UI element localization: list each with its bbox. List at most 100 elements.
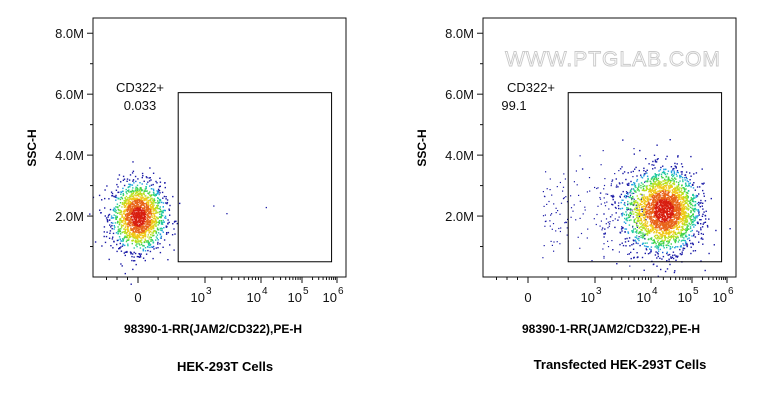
event-dot xyxy=(681,234,684,236)
event-dot xyxy=(667,212,669,215)
event-dot xyxy=(138,243,140,245)
event-dot xyxy=(130,210,132,213)
event-dot xyxy=(131,202,134,204)
event-dot xyxy=(667,207,669,210)
event-dot xyxy=(651,176,654,178)
event-dot xyxy=(623,171,626,173)
event-dot xyxy=(680,218,682,220)
event-dot xyxy=(619,183,621,185)
event-dot xyxy=(131,189,134,191)
event-dot xyxy=(614,206,616,208)
event-dot xyxy=(639,193,642,195)
event-dot xyxy=(137,207,139,209)
event-dot xyxy=(668,186,670,188)
event-dot xyxy=(144,221,147,223)
event-dot xyxy=(138,212,140,214)
event-dot xyxy=(147,205,149,207)
event-dot xyxy=(143,180,145,182)
event-dot xyxy=(144,213,146,215)
event-dot xyxy=(142,223,144,225)
event-dot xyxy=(665,211,667,213)
event-dot xyxy=(139,253,141,255)
event-dot xyxy=(144,218,147,220)
gate-rectangle[interactable] xyxy=(567,92,723,263)
event-dot xyxy=(675,192,677,194)
event-dot xyxy=(639,213,641,215)
x-tick-label: 10 xyxy=(191,290,205,305)
event-dot xyxy=(655,213,658,215)
event-dot xyxy=(682,239,685,241)
event-dot xyxy=(653,221,655,224)
event-dot xyxy=(644,203,646,205)
event-dot xyxy=(646,172,648,174)
event-dot xyxy=(126,216,128,219)
event-dot xyxy=(670,227,672,229)
event-dot xyxy=(645,205,648,207)
event-dot xyxy=(134,223,136,225)
event-dot xyxy=(147,209,149,211)
event-dot xyxy=(154,193,156,196)
event-dot xyxy=(150,201,152,203)
event-dot xyxy=(670,235,673,238)
event-dot xyxy=(129,195,132,198)
event-dot xyxy=(650,224,652,226)
event-dot xyxy=(638,232,640,235)
event-dot xyxy=(684,179,686,181)
event-dot xyxy=(633,184,635,186)
event-dot xyxy=(657,199,659,201)
x-tick-exponent: 4 xyxy=(262,286,268,297)
event-dot xyxy=(136,193,138,196)
event-dot xyxy=(692,243,694,245)
event-dot xyxy=(140,237,142,239)
event-dot xyxy=(677,181,680,184)
event-dot xyxy=(643,194,645,196)
event-dot xyxy=(682,212,684,214)
event-dot xyxy=(660,173,663,175)
event-dot xyxy=(145,208,147,211)
event-dot xyxy=(147,203,150,205)
gate-rectangle[interactable] xyxy=(177,92,333,263)
event-dot xyxy=(664,196,666,198)
event-dot xyxy=(599,198,602,200)
event-dot xyxy=(142,257,145,259)
event-dot xyxy=(133,182,135,184)
event-dot xyxy=(683,237,685,239)
x-tick-exponent: 3 xyxy=(206,286,212,297)
event-dot xyxy=(608,208,610,210)
event-dot xyxy=(642,217,645,219)
event-dot xyxy=(169,244,171,246)
event-dot xyxy=(135,205,137,207)
event-dot xyxy=(146,222,149,224)
event-dot xyxy=(696,215,698,217)
event-dot xyxy=(125,233,128,235)
event-dot xyxy=(650,178,653,180)
event-dot xyxy=(132,239,134,241)
event-dot xyxy=(674,270,676,272)
event-dot xyxy=(135,219,138,222)
event-dot xyxy=(671,195,673,197)
event-dot xyxy=(622,190,624,193)
event-dot xyxy=(132,209,135,212)
event-dot xyxy=(610,195,612,197)
event-dot xyxy=(134,240,136,243)
event-dot xyxy=(672,213,674,215)
event-dot xyxy=(134,260,136,262)
event-dot xyxy=(679,211,681,213)
event-dot xyxy=(668,229,670,231)
event-dot xyxy=(634,207,636,210)
event-dot xyxy=(650,193,652,196)
event-dot xyxy=(663,188,665,191)
event-dot xyxy=(119,209,121,211)
event-dot xyxy=(638,190,640,192)
event-dot xyxy=(674,189,676,192)
event-dot xyxy=(633,153,635,155)
event-dot xyxy=(628,196,630,199)
event-dot xyxy=(132,230,135,233)
event-dot xyxy=(700,227,702,229)
event-dot xyxy=(692,209,695,211)
event-dot xyxy=(689,239,691,242)
event-dot xyxy=(667,205,669,208)
event-dot xyxy=(108,198,110,200)
event-dot xyxy=(152,194,154,196)
event-dot xyxy=(659,240,662,243)
